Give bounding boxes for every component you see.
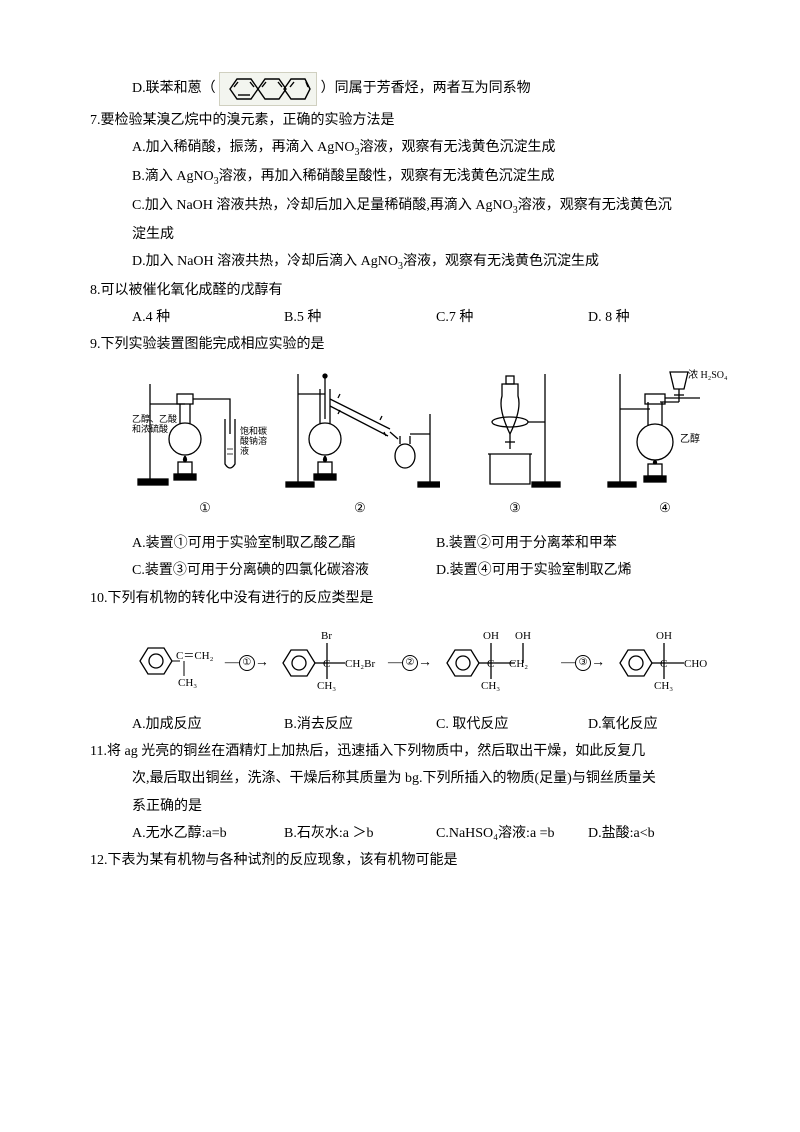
t: B.滴入 AgNO — [132, 169, 214, 184]
q10-d: D.氧化反应 — [588, 712, 740, 737]
svg-text:C: C — [487, 658, 494, 670]
mol3: OH OH CH₂ CH₃ C — [437, 621, 557, 704]
arrow2: —②→ — [384, 650, 436, 675]
q9-stem: 9.下列实验装置图能完成相应实验的是 — [90, 332, 740, 357]
svg-text:CH₃: CH₃ — [317, 680, 336, 692]
svg-text:OH: OH — [656, 630, 672, 642]
c: ③ — [575, 655, 591, 671]
fignum: ① — [199, 496, 211, 519]
mol4: OH CHO CH₃ C — [610, 621, 720, 704]
q11-s3: 系正确的是 — [90, 794, 740, 819]
apparatus-4: 浓 H₂SO₄ 乙醇 ④ — [590, 364, 740, 519]
q11-options: A.无水乙醇:a=b B.石灰水:a ＞b C.NaHSO₄溶液:a =b D.… — [90, 821, 740, 846]
q10-stem: 10.下列有机物的转化中没有进行的反应类型是 — [90, 586, 740, 611]
apparatus-3: ③ — [440, 364, 590, 519]
q9-a: A.装置①可用于实验室制取乙酸乙酯 — [132, 531, 436, 556]
q7-b: B.滴入 AgNO3溶液，再加入稀硝酸呈酸性，观察有无浅黄色沉淀生成 — [90, 164, 740, 191]
svg-text:乙醇: 乙醇 — [680, 432, 700, 445]
q7-stem: 7.要检验某溴乙烷中的溴元素，正确的实验方法是 — [90, 108, 740, 133]
svg-text:CHO: CHO — [684, 658, 707, 670]
q11-s2: 次,最后取出铜丝，洗涤、干燥后称其质量为 bg.下列所插入的物质(足量)与铜丝质… — [90, 766, 740, 791]
q8-d: D. 8 种 — [588, 305, 740, 330]
svg-text:CH₂: CH₂ — [509, 658, 528, 670]
fignum: ③ — [509, 496, 521, 519]
t: 溶液，观察有无浅黄色沉淀生成 — [403, 254, 599, 269]
q11-a: A.无水乙醇:a=b — [132, 821, 284, 846]
q9-d: D.装置④可用于实验室制取乙烯 — [436, 558, 740, 583]
q8-b: B.5 种 — [284, 305, 436, 330]
q8-options: A.4 种 B.5 种 C.7 种 D. 8 种 — [90, 305, 740, 330]
text: D.联苯和蒽（ — [132, 81, 216, 96]
c: ② — [402, 655, 418, 671]
q12-stem: 12.下表为某有机物与各种试剂的反应现象，该有机物可能是 — [90, 848, 740, 873]
text: ）同属于芳香烃，两者互为同系物 — [321, 81, 531, 96]
t: C.加入 NaOH 溶液共热，冷却后加入足量稀硝酸,再滴入 AgNO — [132, 198, 513, 213]
q11-c: C.NaHSO₄溶液:a =b — [436, 821, 588, 846]
q10-b: B.消去反应 — [284, 712, 436, 737]
t: A.加入稀硝酸，振荡，再滴入 AgNO — [132, 140, 354, 155]
q6-option-d: D.联苯和蒽（ ）同属于芳香烃，两者互为同系物 — [90, 72, 740, 106]
arrow3: —③→ — [557, 650, 609, 675]
svg-text:酸钠溶: 酸钠溶 — [240, 435, 267, 446]
q8-c: C.7 种 — [436, 305, 588, 330]
q10-scheme: C＝CH₂ CH₃ —①→ Br CH₂Br CH₃ C —②→ — [130, 621, 720, 704]
svg-text:CH₃: CH₃ — [654, 680, 673, 692]
arrow1: —①→ — [221, 650, 273, 675]
mol1: C＝CH₂ CH₃ — [130, 626, 220, 699]
q7-d: D.加入 NaOH 溶液共热，冷却后滴入 AgNO3溶液，观察有无浅黄色沉淀生成 — [90, 249, 740, 276]
svg-text:C: C — [323, 658, 330, 670]
fignum: ④ — [659, 496, 671, 519]
q8-a: A.4 种 — [132, 305, 284, 330]
t: 溶液，观察有无浅黄色沉 — [518, 198, 672, 213]
svg-text:液: 液 — [240, 445, 249, 456]
q11-s1: 11.将 ag 光亮的铜丝在酒精灯上加热后，迅速插入下列物质中，然后取出干燥，如… — [90, 739, 740, 764]
mol2: Br CH₂Br CH₃ C — [273, 621, 383, 704]
t: D.加入 NaOH 溶液共热，冷却后滴入 AgNO — [132, 254, 398, 269]
svg-text:OH: OH — [515, 630, 531, 642]
q9-row1: A.装置①可用于实验室制取乙酸乙酯 B.装置②可用于分离苯和甲苯 — [90, 531, 740, 556]
apparatus-2: ② — [280, 364, 440, 519]
q10-c: C. 取代反应 — [436, 712, 588, 737]
fignum: ② — [354, 496, 366, 519]
q9-figures: 乙醇、乙酸 和浓硫酸 饱和碳 酸钠溶 液 ① — [130, 369, 740, 519]
q9-row2: C.装置③可用于分离碘的四氯化碳溶液 D.装置④可用于实验室制取乙烯 — [90, 558, 740, 583]
l3: 饱和碳 — [240, 425, 267, 436]
apparatus-1: 乙醇、乙酸 和浓硫酸 饱和碳 酸钠溶 液 ① — [130, 364, 280, 519]
q10-options: A.加成反应 B.消去反应 C. 取代反应 D.氧化反应 — [90, 712, 740, 737]
q11-b: B.石灰水:a ＞b — [284, 821, 436, 846]
q11-d: D.盐酸:a<b — [588, 821, 740, 846]
q7-c: C.加入 NaOH 溶液共热，冷却后加入足量稀硝酸,再滴入 AgNO3溶液，观察… — [90, 193, 740, 220]
q8-stem: 8.可以被催化氧化成醛的戊醇有 — [90, 278, 740, 303]
svg-text:CH₂Br: CH₂Br — [345, 658, 375, 670]
q9-b: B.装置②可用于分离苯和甲苯 — [436, 531, 740, 556]
svg-text:浓 H₂SO₄: 浓 H₂SO₄ — [688, 369, 728, 381]
q7-c2: 淀生成 — [90, 222, 740, 247]
t: 溶液，观察有无浅黄色沉淀生成 — [359, 140, 555, 155]
q7-a: A.加入稀硝酸，振荡，再滴入 AgNO3溶液，观察有无浅黄色沉淀生成 — [90, 135, 740, 162]
q10-a: A.加成反应 — [132, 712, 284, 737]
svg-text:CH₃: CH₃ — [481, 680, 500, 692]
anthracene-icon — [219, 72, 317, 106]
l1: 乙醇、乙酸 — [132, 413, 177, 424]
q9-c: C.装置③可用于分离碘的四氯化碳溶液 — [132, 558, 436, 583]
svg-text:CH₃: CH₃ — [178, 677, 197, 689]
c: ① — [239, 655, 255, 671]
svg-text:C＝CH₂: C＝CH₂ — [176, 650, 214, 662]
l2: 和浓硫酸 — [132, 423, 168, 434]
t: 溶液，再加入稀硝酸呈酸性，观察有无浅黄色沉淀生成 — [219, 169, 555, 184]
svg-text:OH: OH — [483, 630, 499, 642]
svg-text:C: C — [660, 658, 667, 670]
svg-text:Br: Br — [321, 630, 332, 642]
